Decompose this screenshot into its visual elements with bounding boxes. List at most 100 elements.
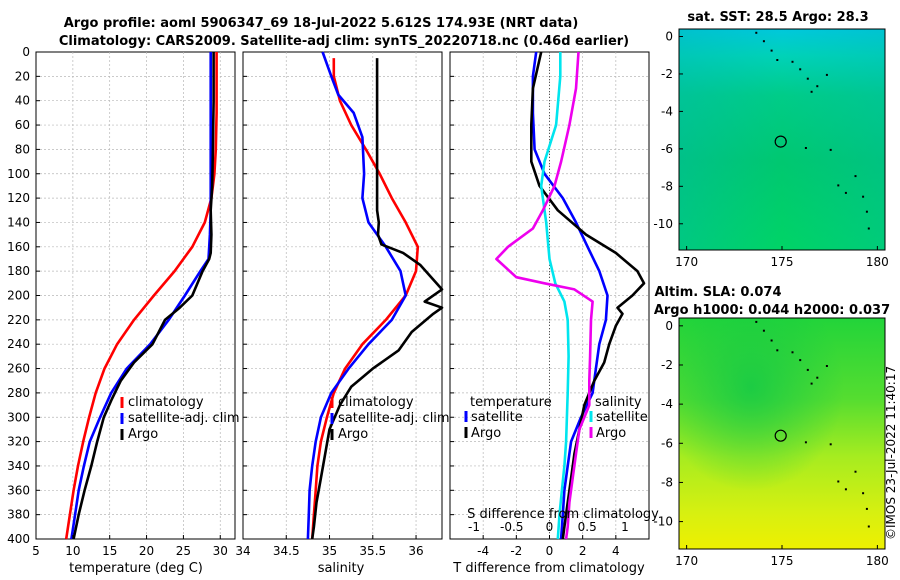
series-line-argo	[72, 52, 215, 540]
sst-map-shading	[679, 29, 885, 250]
tick-label-x: 35.5	[359, 544, 386, 558]
map-tick-label-y: -6	[661, 142, 673, 156]
series-line-argo	[310, 58, 444, 540]
island-mark	[762, 40, 765, 43]
difference-x2label: S difference from climatology	[467, 507, 659, 522]
map-tick-label-y: -2	[661, 358, 673, 372]
legend-heading-salinity: salinity	[595, 395, 642, 410]
map-tick-label-y: 0	[665, 319, 673, 333]
legend-label-argo: Argo	[128, 427, 158, 442]
temperature-xlabel: temperature (deg C)	[69, 561, 203, 576]
island-mark	[854, 175, 857, 178]
tick-label-x2: 0.5	[578, 520, 597, 534]
tick-label-y: 180	[7, 264, 30, 278]
island-mark	[804, 147, 807, 149]
series-line-climatology	[64, 52, 218, 540]
title-line-1: Argo profile: aoml 5906347_69 18-Jul-202…	[64, 16, 579, 31]
tick-label-x2: -1	[468, 520, 480, 534]
map-tick-label-x: 170	[675, 554, 698, 568]
map-tick-label-y: -4	[661, 104, 673, 118]
sst-map-title: sat. SST: 28.5 Argo: 28.3	[687, 10, 868, 25]
difference-xlabel: T difference from climatology	[452, 561, 645, 576]
tick-label-y: 80	[15, 142, 30, 156]
legend-temperature: climatology satellite-adj. clim Argo	[120, 395, 240, 442]
legend-label-temp-argo: Argo	[471, 426, 501, 441]
tick-label-y: 20	[15, 69, 30, 83]
argo-location-marker	[774, 135, 787, 148]
map-tick-label-x: 180	[866, 554, 889, 568]
tick-label-y: 0	[22, 45, 30, 59]
map-tick-label-y: -6	[661, 436, 673, 450]
difference-panel: -4 -2 0 2 4 -1 -0.5 0 0.5 1 T difference from cli…	[449, 51, 659, 576]
tick-label-y: 240	[7, 337, 30, 351]
map-tick-label-y: -4	[661, 397, 673, 411]
map-tick-label-y: -8	[661, 475, 673, 489]
island-mark	[799, 68, 802, 71]
island-mark	[776, 59, 779, 61]
salinity-panel: 34 34.5 35 35.5 36 salinity	[235, 51, 444, 576]
island-mark	[862, 195, 865, 198]
altimetry-map-subtitle: Argo h1000: 0.044 h2000: 0.037	[654, 303, 890, 318]
tick-label-x: 30	[213, 544, 228, 558]
island-mark	[770, 339, 773, 342]
tick-label-x: 0	[546, 544, 554, 558]
tick-label-y: 400	[7, 532, 30, 546]
series-line-salinity-argo	[495, 51, 594, 540]
argo-location-marker	[774, 429, 787, 442]
tick-label-y: 140	[7, 215, 30, 229]
map-tick-label-x: 175	[771, 554, 794, 568]
tick-label-y: 260	[7, 362, 30, 376]
tick-label-y: 40	[15, 94, 30, 108]
series-line-temperature-argo	[530, 51, 646, 540]
island-mark	[776, 349, 779, 352]
map-tick-label-x: 175	[771, 255, 794, 269]
legend-label-sal-argo: Argo	[596, 426, 626, 441]
tick-label-x: 15	[102, 544, 117, 558]
tick-label-y: 100	[7, 167, 30, 181]
series-line-temperature-satellite	[531, 51, 609, 540]
tick-label-y: 360	[7, 483, 30, 497]
tick-label-x2: 1	[621, 520, 629, 534]
island-mark	[816, 85, 819, 88]
tick-label-y: 220	[7, 313, 30, 327]
legend-label-argo: Argo	[338, 427, 368, 442]
tick-label-x: 5	[32, 544, 40, 558]
island-mark	[825, 73, 828, 76]
tick-label-x: 2	[579, 544, 587, 558]
legend-label-temp-satellite: satellite	[471, 410, 523, 425]
tick-label-x: 36	[408, 544, 423, 558]
legend-label-climatology: climatology	[128, 395, 204, 410]
legend-label-satellite: satellite-adj. clim	[338, 411, 450, 426]
altimetry-map-blob	[679, 318, 885, 549]
tick-label-x2: -0.5	[500, 520, 523, 534]
island-mark	[837, 480, 840, 483]
title-line-2: Climatology: CARS2009. Satellite-adj cli…	[59, 34, 629, 49]
tick-label-x: 4	[612, 544, 620, 558]
tick-label-x: -4	[477, 544, 489, 558]
island-mark	[762, 329, 765, 332]
map-tick-label-y: -8	[661, 179, 673, 193]
tick-label-y: 60	[15, 118, 30, 132]
tick-label-x: 25	[176, 544, 191, 558]
island-mark	[837, 184, 840, 187]
legend-heading-temperature: temperature	[470, 395, 552, 410]
map-tick-label-y: -10	[653, 515, 673, 529]
altimetry-map-panel: Altim. SLA: 0.074 Argo h1000: 0.044 h200…	[653, 285, 890, 568]
series-line-satellite-adj-clim	[306, 51, 407, 540]
island-mark	[867, 227, 870, 230]
altimetry-map-title: Altim. SLA: 0.074	[655, 285, 782, 300]
map-tick-label-x: 170	[675, 255, 698, 269]
island-mark	[770, 49, 773, 52]
island-mark	[791, 351, 794, 354]
salinity-xlabel: salinity	[318, 561, 365, 576]
island-mark	[816, 376, 819, 379]
island-mark	[755, 320, 758, 323]
island-mark	[810, 382, 813, 385]
island-mark	[865, 210, 868, 213]
island-mark	[799, 359, 802, 362]
tick-label-y: 320	[7, 435, 30, 449]
island-mark	[804, 441, 807, 444]
tick-label-y: 160	[7, 240, 30, 254]
island-mark	[755, 31, 758, 34]
